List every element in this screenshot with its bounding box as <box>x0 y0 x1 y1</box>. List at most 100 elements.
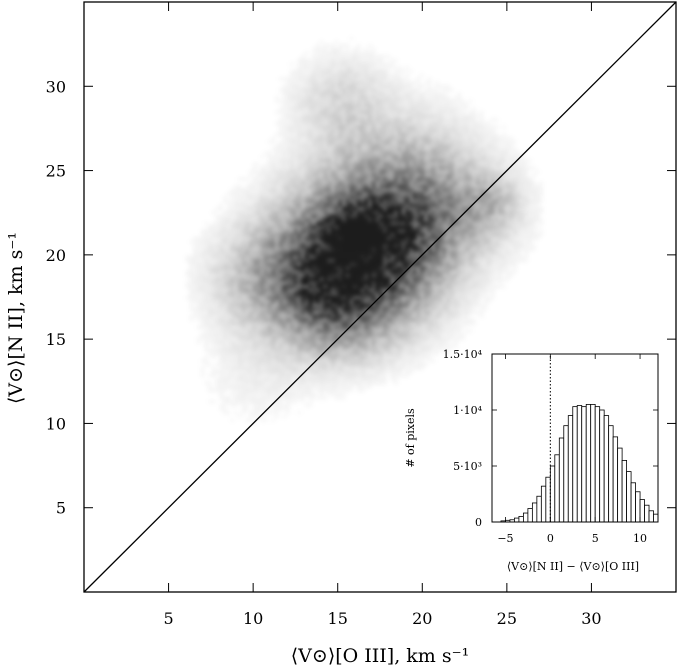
density-cell <box>219 325 224 330</box>
density-cell <box>274 165 280 171</box>
density-cell <box>416 251 421 256</box>
density-cell <box>289 139 294 145</box>
density-cell <box>397 295 402 300</box>
density-cell <box>419 113 425 119</box>
density-cell <box>367 332 373 337</box>
density-cell <box>330 50 335 56</box>
density-cell <box>371 69 376 74</box>
density-cell <box>338 221 343 226</box>
density-cell <box>386 95 391 100</box>
density-cell <box>412 240 417 245</box>
density-cell <box>338 388 342 392</box>
density-cell <box>416 173 421 178</box>
density-cell <box>323 195 328 200</box>
density-cell <box>256 399 261 404</box>
density-cell <box>338 310 343 315</box>
density-cell <box>382 136 387 141</box>
density-cell <box>356 173 361 178</box>
density-cell <box>308 69 312 73</box>
density-cell <box>379 132 384 137</box>
density-cell <box>249 170 253 174</box>
density-cell <box>308 329 313 334</box>
density-cell <box>423 117 428 122</box>
density-cell <box>252 247 257 252</box>
density-cell <box>286 303 291 308</box>
density-cell <box>293 151 298 156</box>
density-cell <box>412 106 417 111</box>
density-cell <box>416 158 421 163</box>
density-cell <box>297 288 302 293</box>
density-cell <box>386 221 391 226</box>
density-cell <box>274 243 280 248</box>
density-cell <box>405 147 410 152</box>
density-cell <box>427 125 432 130</box>
density-cell <box>304 65 309 70</box>
density-cell <box>352 214 358 219</box>
density-cell <box>315 76 320 82</box>
density-cell <box>263 395 268 401</box>
density-cell <box>364 243 369 248</box>
density-cell <box>401 347 406 352</box>
density-cell <box>323 69 328 74</box>
density-cell <box>393 329 399 334</box>
density-cell <box>397 217 402 223</box>
density-cell <box>315 332 320 337</box>
density-cell <box>304 88 309 93</box>
density-cell <box>304 95 309 100</box>
density-cell <box>352 251 358 256</box>
density-cell <box>397 369 402 375</box>
density-cell <box>360 314 365 319</box>
density-cell <box>431 225 436 230</box>
density-cell <box>308 106 313 111</box>
density-cell <box>237 247 242 252</box>
density-cell <box>397 284 402 289</box>
density-cell <box>282 99 286 103</box>
density-cell <box>367 84 373 89</box>
density-cell <box>297 66 301 70</box>
density-cell <box>252 310 257 315</box>
density-cell <box>315 336 320 341</box>
density-cell <box>286 155 290 159</box>
density-cell <box>297 377 302 382</box>
density-cell <box>360 295 365 300</box>
density-cell <box>323 388 327 392</box>
density-cell <box>289 299 294 304</box>
density-cell <box>405 366 409 370</box>
density-cell <box>319 158 324 163</box>
density-cell <box>252 232 257 237</box>
density-cell <box>215 340 220 345</box>
density-cell <box>312 266 317 271</box>
density-cell <box>289 217 294 223</box>
density-cell <box>286 88 291 93</box>
density-cell <box>338 154 343 159</box>
density-cell <box>345 273 350 278</box>
density-cell <box>286 139 291 145</box>
density-cell <box>248 273 253 278</box>
density-cell <box>356 102 361 108</box>
density-cell <box>330 132 335 137</box>
density-cell <box>323 206 328 211</box>
density-cell <box>408 314 414 319</box>
density-cell <box>360 355 365 360</box>
density-cell <box>241 273 246 278</box>
density-cell <box>323 362 328 367</box>
density-cell <box>382 366 387 371</box>
density-cell <box>401 317 406 323</box>
density-cell <box>349 284 354 289</box>
density-cell <box>341 258 347 263</box>
density-cell <box>397 288 402 293</box>
density-cell <box>223 214 227 218</box>
density-cell <box>312 380 317 386</box>
density-cell <box>300 336 306 341</box>
density-cell <box>383 55 387 59</box>
density-cell <box>419 128 425 134</box>
density-cell <box>219 329 224 334</box>
density-cell <box>249 418 253 422</box>
density-cell <box>386 121 391 126</box>
density-cell <box>282 92 286 96</box>
density-cell <box>319 191 324 197</box>
density-cell <box>286 258 291 263</box>
density-cell <box>319 225 324 230</box>
density-cell <box>300 351 306 356</box>
density-cell <box>356 195 361 200</box>
